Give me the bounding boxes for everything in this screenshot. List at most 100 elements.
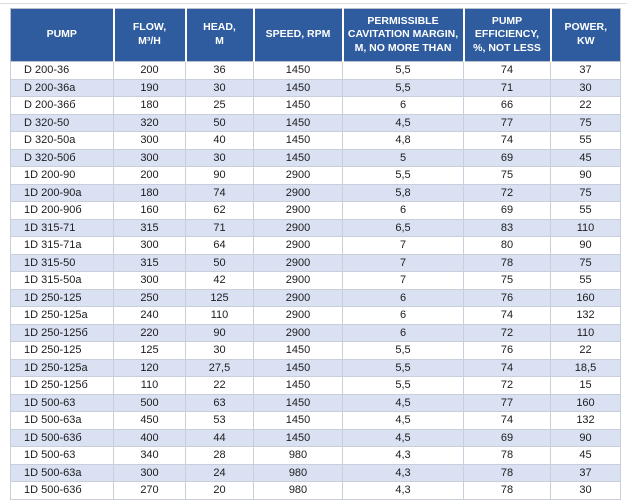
- value-cell: 5,8: [342, 183, 464, 202]
- value-cell: 250: [113, 288, 186, 307]
- value-cell: 1450: [253, 113, 343, 132]
- value-cell: 2900: [253, 218, 343, 237]
- pump-name-cell: 1D 500-63a: [10, 411, 114, 430]
- value-cell: 300: [113, 131, 186, 150]
- value-cell: 300: [113, 236, 186, 255]
- value-cell: 220: [113, 323, 186, 342]
- value-cell: 45: [550, 148, 621, 167]
- value-cell: 44: [185, 428, 254, 447]
- pump-name-cell: 1D 250-125б: [10, 323, 114, 342]
- value-cell: 132: [550, 411, 621, 430]
- value-cell: 400: [113, 428, 186, 447]
- value-cell: 1450: [253, 148, 343, 167]
- value-cell: 2900: [253, 306, 343, 325]
- value-cell: 980: [253, 446, 343, 465]
- value-cell: 30: [550, 78, 621, 97]
- value-cell: 4,5: [342, 393, 464, 412]
- table-row: D 200-36 200 36 1450 5,5 74 37: [10, 61, 621, 80]
- table-row: D 200-36a 190 30 1450 5,5 71 30: [10, 78, 621, 97]
- value-cell: 42: [185, 271, 254, 290]
- value-cell: 78: [463, 481, 551, 500]
- value-cell: 320: [113, 113, 186, 132]
- value-cell: 5: [342, 148, 464, 167]
- value-cell: 2900: [253, 166, 343, 185]
- value-cell: 110: [550, 218, 621, 237]
- value-cell: 69: [463, 148, 551, 167]
- value-cell: 7: [342, 236, 464, 255]
- value-cell: 22: [550, 341, 621, 360]
- value-cell: 25: [185, 96, 254, 115]
- value-cell: 90: [550, 236, 621, 255]
- pump-name-cell: D 200-36: [10, 61, 114, 80]
- value-cell: 5,5: [342, 78, 464, 97]
- table-row: 1D 200-90a 180 74 2900 5,8 72 75: [10, 183, 621, 202]
- table-row: D 320-50 320 50 1450 4,5 77 75: [10, 113, 621, 132]
- value-cell: 4,3: [342, 463, 464, 482]
- table-row: 1D 315-50a 300 42 2900 7 75 55: [10, 271, 621, 290]
- table-row: 1D 250-125 250 125 2900 6 76 160: [10, 288, 621, 307]
- value-cell: 74: [463, 61, 551, 80]
- value-cell: 6: [342, 201, 464, 220]
- value-cell: 4,8: [342, 131, 464, 150]
- value-cell: 125: [185, 288, 254, 307]
- column-header-pump: PUMP: [10, 8, 114, 62]
- value-cell: 24: [185, 463, 254, 482]
- pump-name-cell: 1D 250-125б: [10, 376, 114, 395]
- value-cell: 132: [550, 306, 621, 325]
- value-cell: 2900: [253, 288, 343, 307]
- value-cell: 5,5: [342, 341, 464, 360]
- pump-name-cell: 1D 315-50a: [10, 271, 114, 290]
- value-cell: 2900: [253, 236, 343, 255]
- value-cell: 500: [113, 393, 186, 412]
- table-row: D 320-50a 300 40 1450 4,8 74 55: [10, 131, 621, 150]
- value-cell: 37: [550, 463, 621, 482]
- value-cell: 180: [113, 183, 186, 202]
- pump-name-cell: D 320-50a: [10, 131, 114, 150]
- value-cell: 1450: [253, 411, 343, 430]
- table-row: 1D 500-63б 400 44 1450 4,5 69 90: [10, 428, 621, 447]
- value-cell: 5,5: [342, 166, 464, 185]
- value-cell: 77: [463, 393, 551, 412]
- value-cell: 30: [185, 78, 254, 97]
- value-cell: 76: [463, 288, 551, 307]
- value-cell: 7: [342, 271, 464, 290]
- table-row: 1D 315-71a 300 64 2900 7 80 90: [10, 236, 621, 255]
- table-row: 1D 200-90б 160 62 2900 6 69 55: [10, 201, 621, 220]
- value-cell: 1450: [253, 393, 343, 412]
- value-cell: 83: [463, 218, 551, 237]
- value-cell: 4,5: [342, 428, 464, 447]
- value-cell: 22: [550, 96, 621, 115]
- value-cell: 30: [550, 481, 621, 500]
- value-cell: 78: [463, 253, 551, 272]
- value-cell: 4,5: [342, 113, 464, 132]
- value-cell: 69: [463, 428, 551, 447]
- value-cell: 6: [342, 323, 464, 342]
- value-cell: 1450: [253, 341, 343, 360]
- value-cell: 2900: [253, 323, 343, 342]
- value-cell: 20: [185, 481, 254, 500]
- value-cell: 76: [463, 341, 551, 360]
- value-cell: 75: [463, 166, 551, 185]
- value-cell: 270: [113, 481, 186, 500]
- value-cell: 125: [113, 341, 186, 360]
- value-cell: 980: [253, 463, 343, 482]
- value-cell: 450: [113, 411, 186, 430]
- value-cell: 75: [550, 113, 621, 132]
- value-cell: 78: [463, 463, 551, 482]
- pump-name-cell: 1D 315-71: [10, 218, 114, 237]
- pump-name-cell: 1D 500-63a: [10, 463, 114, 482]
- value-cell: 40: [185, 131, 254, 150]
- pump-name-cell: 1D 315-71a: [10, 236, 114, 255]
- value-cell: 75: [463, 271, 551, 290]
- value-cell: 74: [463, 411, 551, 430]
- value-cell: 74: [463, 131, 551, 150]
- value-cell: 55: [550, 131, 621, 150]
- table-row: 1D 250-125б 110 22 1450 5,5 72 15: [10, 376, 621, 395]
- value-cell: 1450: [253, 376, 343, 395]
- table-row: 1D 500-63б 270 20 980 4,3 78 30: [10, 481, 621, 500]
- value-cell: 5,5: [342, 61, 464, 80]
- pump-name-cell: 1D 500-63: [10, 446, 114, 465]
- value-cell: 90: [185, 323, 254, 342]
- value-cell: 7: [342, 253, 464, 272]
